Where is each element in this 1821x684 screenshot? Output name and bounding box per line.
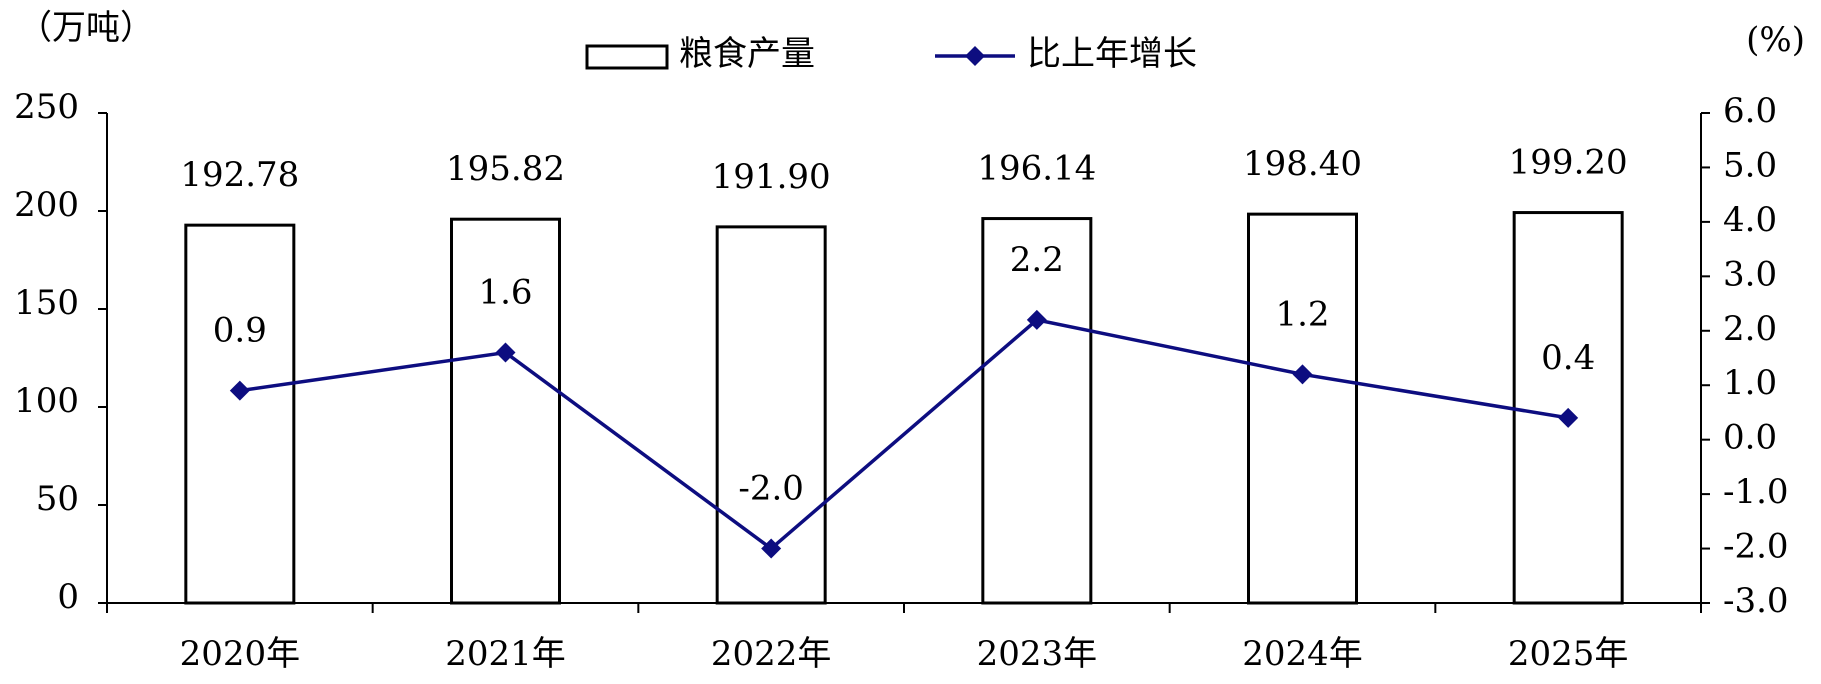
bar [184, 223, 296, 605]
bar [450, 217, 561, 605]
y-axis-label: （万吨） [18, 8, 154, 48]
x-tick-label: 2023年 [977, 634, 1098, 674]
line-marker [761, 538, 782, 559]
bar [1247, 212, 1358, 605]
line-value-label: -2.0 [738, 469, 804, 509]
x-tick-label: 2021年 [445, 634, 566, 674]
y2-tick-label: -3.0 [1723, 581, 1789, 621]
line-value-label: 2.2 [1010, 240, 1064, 280]
line-marker [1558, 407, 1579, 428]
y2-tick-label: 5.0 [1723, 145, 1777, 185]
y2-tick-label: 3.0 [1723, 254, 1777, 294]
line-value-label: 1.6 [478, 273, 532, 313]
y2-tick-label: 0.0 [1723, 418, 1777, 458]
line [239, 318, 1569, 551]
legend-label: 比上年增长 [1027, 34, 1197, 74]
line-value-label: 0.4 [1541, 338, 1595, 378]
bar [1512, 211, 1624, 605]
y2-tick-label: 6.0 [1723, 91, 1777, 131]
y2-tick-label: 1.0 [1723, 363, 1777, 403]
y-tick-label: 50 [36, 479, 79, 519]
legend-swatch [585, 44, 669, 70]
line-marker [495, 342, 516, 363]
x-tick-label: 2020年 [180, 634, 301, 674]
y2-tick-label: 2.0 [1723, 309, 1777, 349]
bar-value-label: 198.40 [1243, 144, 1362, 184]
line-value-label: 0.9 [213, 311, 267, 351]
line-value-label: 1.2 [1275, 294, 1329, 334]
y2-tick-label: 4.0 [1723, 200, 1777, 240]
bar-value-label: 195.82 [446, 149, 565, 189]
bar [981, 217, 1093, 605]
line-marker [1292, 364, 1313, 385]
x-tick-label: 2025年 [1508, 634, 1629, 674]
y-tick-label: 150 [14, 283, 79, 323]
legend-marker [965, 46, 985, 66]
line-marker [229, 380, 250, 401]
y2-tick-label: -1.0 [1723, 472, 1789, 512]
y2-tick-label: -2.0 [1723, 527, 1789, 567]
line-marker [1026, 309, 1047, 330]
x-tick-label: 2022年 [711, 634, 832, 674]
y-tick-label: 200 [14, 185, 79, 225]
bar-value-label: 199.20 [1509, 143, 1628, 183]
bar-value-label: 196.14 [977, 149, 1096, 189]
bar-value-label: 192.78 [180, 155, 299, 195]
x-tick-label: 2024年 [1242, 634, 1363, 674]
legend-label: 粮食产量 [679, 34, 815, 74]
y-tick-label: 100 [14, 381, 79, 421]
y-tick-label: 0 [57, 577, 79, 617]
bar-value-label: 191.90 [712, 157, 831, 197]
y-tick-label: 250 [14, 87, 79, 127]
y2-axis-label: (%) [1746, 20, 1805, 60]
